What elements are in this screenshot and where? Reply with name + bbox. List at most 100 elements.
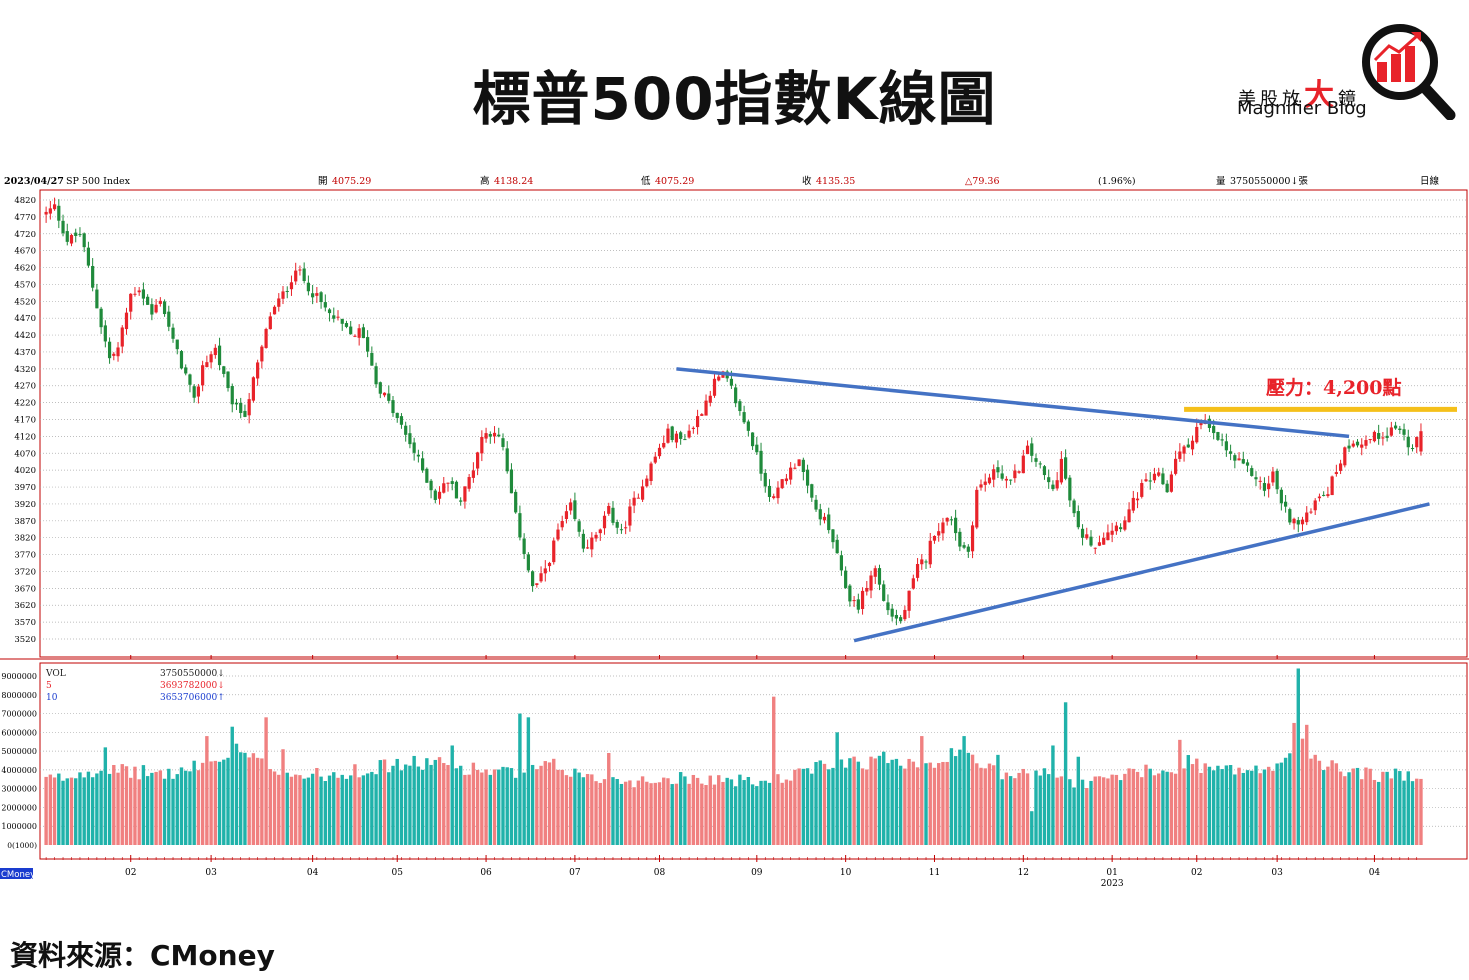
candle-body [158,300,162,304]
volume-bar [289,776,294,845]
candle-body [1313,500,1317,511]
volume-bar [1114,774,1119,845]
candle-body [95,289,99,309]
candle-body [827,514,831,531]
candle-body [1165,483,1169,493]
candle-body [256,362,260,379]
volume-bar [1406,771,1410,845]
volume-bar [239,752,243,845]
volume-bar [1241,772,1245,845]
candle-body [772,496,776,499]
candle-body [856,599,860,610]
candle-body [150,304,154,315]
volume-bar [619,783,624,845]
logo-zh-big: 大 [1304,78,1338,113]
volume-bar [226,757,230,845]
volume-bar [1372,779,1377,845]
candle-body [1178,451,1182,459]
volume-bar [848,758,852,845]
candle-body [1343,447,1347,466]
volume-bar [1288,753,1292,845]
volume-bar [192,760,196,845]
candle-body [970,525,975,552]
volume-bar [1021,768,1026,845]
price-tick-label: 3570 [14,618,36,628]
volume-bar [95,773,99,845]
candle-body [234,402,239,405]
volume-bar [712,784,717,845]
candle-body [442,483,446,493]
volume-bar [797,768,801,845]
volume-bar [865,769,869,845]
volume-bar [90,777,95,845]
volume-bar [391,765,395,845]
magnifier-icon [1362,24,1456,120]
candle-body [425,468,429,483]
candle-body [556,529,560,540]
price-tick-label: 4520 [14,297,36,307]
volume-bar [78,772,82,845]
candle-body [928,540,932,565]
volume-bar [1017,772,1021,845]
volume-bar [996,754,1000,845]
volume-bar [395,758,399,845]
candle-body [569,502,573,511]
candle-body [734,387,738,404]
candle-body [501,438,505,447]
candle-body [518,513,522,538]
volume-bar [1127,768,1131,845]
volume-bar [112,765,116,845]
volume-bar [573,768,577,845]
x-month-label: 02 [1191,868,1202,878]
volume-bar [958,749,962,845]
candle-body [1085,534,1089,539]
candle-body [860,590,865,610]
volume-bar [260,758,264,845]
candle-body [831,529,835,543]
candle-body [421,458,425,471]
candle-body [1169,474,1173,492]
volume-bar [518,713,522,845]
candle-body [624,527,628,529]
candle-body [1000,473,1004,479]
candle-body [1119,527,1123,530]
candle-body [962,545,966,548]
volume-bar [691,774,696,845]
volume-bar [162,778,167,845]
volume-bar [281,749,285,845]
volume-bar [1376,781,1381,845]
candle-body [277,298,281,307]
candle-body [57,205,61,221]
volume-bar [188,771,192,845]
candle-body [353,335,357,337]
candle-body [298,269,302,271]
candle-body [992,469,996,480]
candle-body [945,517,949,522]
volume-bar [1110,774,1114,845]
volume-bar [683,776,687,845]
candle-body [1068,477,1072,501]
candle-body [700,414,704,416]
candle-body [822,516,827,521]
volume-bar [915,767,920,845]
candle-body [463,486,467,502]
candle-body [1398,428,1402,431]
volume-bar [1203,763,1207,845]
candle-body [873,568,877,577]
candle-body [44,211,48,215]
volume-bar [877,755,882,845]
volume-bar [602,779,607,845]
volume-bar [171,778,175,845]
volume-bar [370,771,374,845]
candle-body [937,531,941,536]
volume-bar [1389,778,1394,845]
candle-body [332,315,336,319]
candle-body [357,328,361,338]
volume-bar [687,783,691,845]
candle-body [1338,463,1343,471]
volume-tick-label: 6000000 [1,728,37,737]
volume-bar [1085,788,1089,845]
volume-bar [911,761,916,845]
candle-body [205,362,209,368]
volume-bar [767,782,772,845]
